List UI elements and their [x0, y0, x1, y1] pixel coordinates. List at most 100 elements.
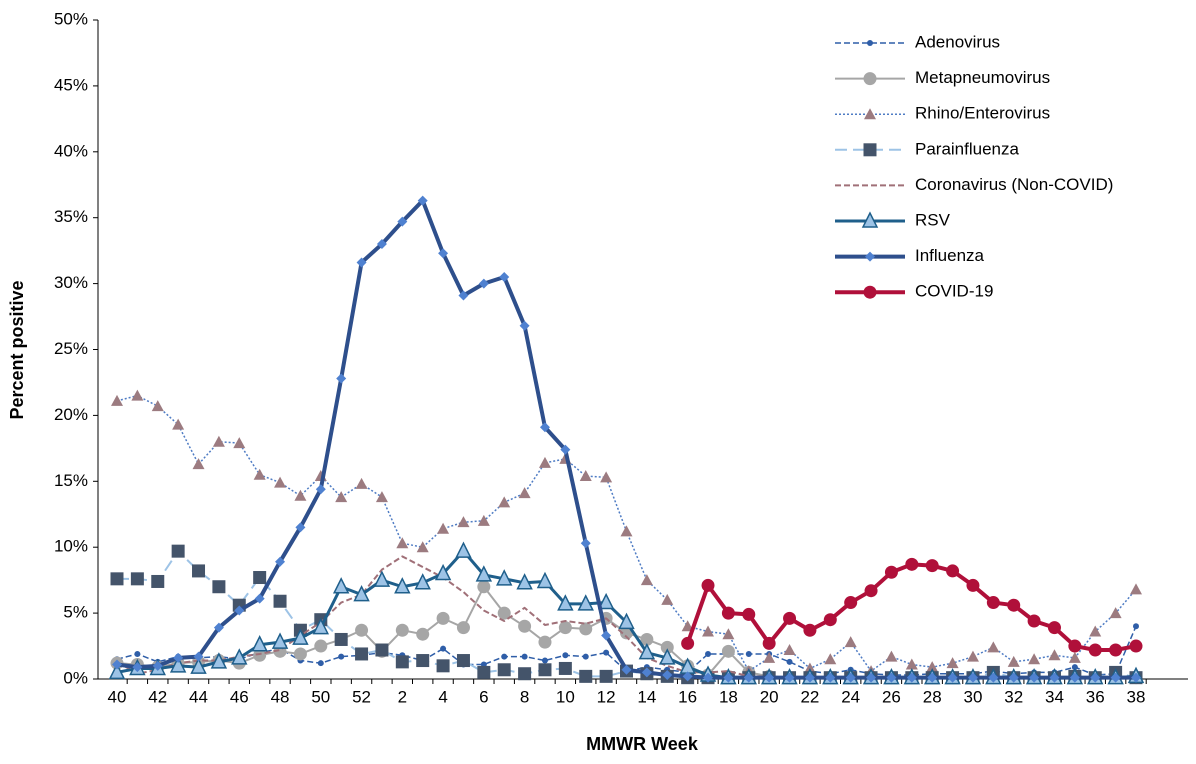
x-tick-label: 12	[597, 687, 616, 706]
point	[1028, 653, 1041, 665]
legend-marker	[863, 285, 877, 299]
point	[705, 650, 712, 657]
point	[253, 648, 267, 662]
point	[681, 636, 695, 650]
point	[562, 652, 569, 659]
point	[638, 642, 656, 660]
point	[986, 596, 1000, 610]
point	[947, 672, 958, 683]
point	[353, 584, 370, 602]
point	[417, 195, 428, 206]
series-line	[685, 562, 1137, 653]
point	[538, 456, 551, 468]
point	[151, 400, 164, 412]
point	[1071, 664, 1078, 671]
y-tick-label: 40%	[54, 141, 88, 160]
point	[396, 537, 409, 549]
point	[355, 477, 368, 489]
point	[966, 650, 979, 662]
x-tick-label: 4	[438, 687, 447, 706]
point	[579, 622, 593, 636]
point	[866, 672, 877, 683]
point	[253, 468, 266, 480]
point	[437, 522, 450, 534]
x-tick-label: 30	[963, 687, 982, 706]
point	[1130, 583, 1142, 595]
point	[496, 569, 513, 586]
point	[335, 491, 348, 503]
point	[295, 522, 306, 533]
point	[373, 570, 391, 587]
legend-marker	[863, 143, 877, 157]
point	[640, 632, 654, 646]
point	[251, 635, 268, 652]
point	[1129, 639, 1143, 653]
point	[1109, 643, 1123, 657]
point	[456, 621, 470, 635]
y-tick-label: 15%	[54, 471, 88, 490]
point	[501, 653, 508, 660]
point	[844, 596, 858, 610]
point	[338, 653, 345, 660]
point	[317, 660, 324, 667]
point	[536, 571, 554, 589]
y-tick-label: 0%	[63, 668, 88, 687]
point	[169, 656, 187, 673]
point	[763, 651, 776, 663]
point	[703, 672, 714, 683]
point	[134, 650, 141, 657]
x-axis-title: MMWR Week	[586, 734, 699, 754]
point	[1089, 625, 1102, 637]
point	[580, 538, 591, 549]
point	[1069, 672, 1080, 683]
point	[722, 628, 735, 640]
point	[231, 648, 248, 665]
point	[455, 541, 472, 558]
point	[906, 672, 917, 683]
point	[212, 580, 226, 594]
point	[742, 607, 756, 621]
point	[804, 672, 815, 683]
point	[475, 565, 493, 582]
point	[212, 435, 225, 447]
legend-label: COVID-19	[915, 282, 993, 301]
point	[375, 491, 388, 503]
point	[416, 654, 430, 668]
point	[315, 484, 326, 495]
point	[334, 632, 348, 646]
point	[1088, 643, 1102, 657]
x-tick-label: 48	[271, 687, 290, 706]
point	[395, 655, 409, 669]
point	[274, 476, 287, 488]
point	[394, 577, 411, 594]
y-tick-label: 50%	[54, 9, 88, 28]
point	[659, 648, 676, 665]
point	[762, 636, 776, 650]
point	[518, 667, 532, 681]
point	[864, 584, 878, 598]
point	[416, 541, 429, 553]
y-tick-label: 10%	[54, 537, 88, 556]
x-tick-label: 8	[520, 687, 529, 706]
point	[336, 373, 347, 384]
point	[193, 651, 204, 662]
point	[477, 665, 491, 679]
point	[682, 671, 693, 682]
point	[539, 422, 550, 433]
point	[131, 389, 144, 401]
point	[395, 623, 409, 637]
point	[681, 620, 694, 632]
point	[579, 669, 593, 683]
x-tick-label: 46	[230, 687, 249, 706]
x-tick-label: 2	[398, 687, 407, 706]
point	[436, 611, 450, 625]
x-tick-label: 42	[148, 687, 167, 706]
point	[110, 572, 124, 586]
x-tick-label: 38	[1127, 687, 1146, 706]
y-axis-title: Percent positive	[7, 280, 27, 419]
point	[151, 574, 165, 588]
x-tick-label: 22	[800, 687, 819, 706]
point	[292, 628, 309, 645]
point	[497, 663, 511, 677]
point	[499, 272, 510, 283]
